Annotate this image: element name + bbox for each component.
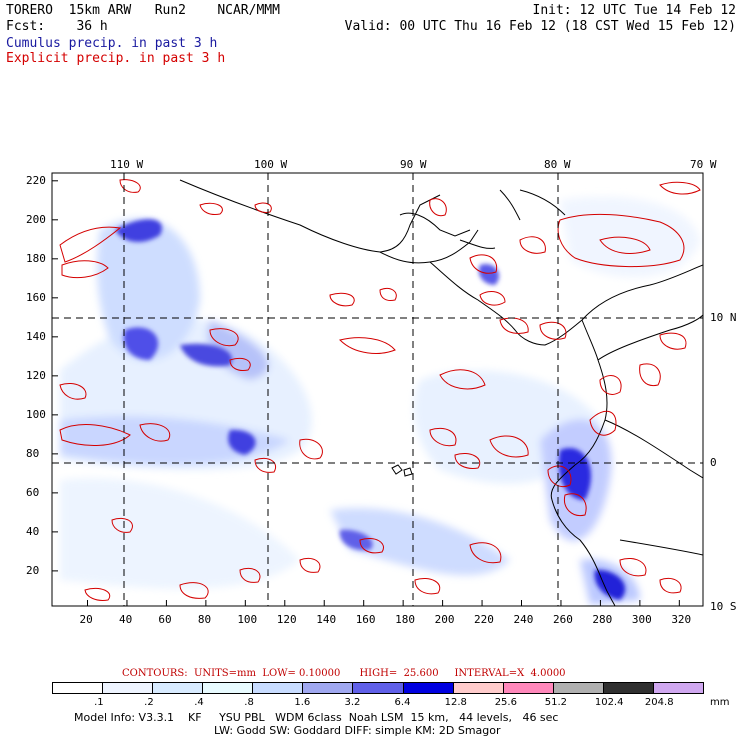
x-tick-label: 100	[237, 613, 258, 626]
y-tick-label: 160	[26, 290, 46, 304]
colorbar-swatch	[302, 682, 354, 694]
colorbar-label: .4	[194, 697, 204, 708]
x-tick-label: 260	[552, 613, 573, 626]
x-tick-label: 220	[474, 613, 494, 626]
colorbar-label: .2	[144, 697, 154, 708]
colorbar-label: .1	[94, 697, 104, 708]
axis-ticks	[52, 180, 680, 606]
colorbar-swatch	[152, 682, 204, 694]
lon-label-70w: 70 W	[690, 158, 717, 171]
legend-explicit: Explicit precip. in past 3 h	[6, 51, 226, 66]
y-tick-label: 80	[26, 446, 40, 460]
header-forecast-hour: Fcst: 36 h	[6, 19, 108, 34]
colorbar-label: 51.2	[544, 697, 568, 708]
x-tick-label: 320	[671, 613, 692, 626]
coastlines	[179, 179, 703, 606]
contour-info: CONTOURS: UNITS=mm LOW= 0.10000 HIGH= 25…	[122, 668, 566, 679]
y-tick-label: 40	[26, 524, 40, 538]
x-tick-label: 280	[592, 613, 613, 626]
model-info-line2: LW: Godd SW: Goddard DIFF: simple KM: 2D…	[214, 724, 501, 737]
lon-label-110w: 110 W	[110, 158, 144, 171]
colorbar-swatch	[452, 682, 504, 694]
x-tick-label: 160	[355, 613, 376, 626]
y-tick-label: 200	[26, 212, 46, 226]
colorbar-label: 1.6	[294, 697, 311, 708]
y-tick-label: 60	[26, 485, 40, 499]
x-tick-label: 180	[395, 613, 416, 626]
colorbar-swatch	[552, 682, 604, 694]
x-tick-label: 20	[79, 613, 93, 626]
y-tick-label: 120	[26, 368, 46, 382]
x-tick-label: 240	[513, 613, 534, 626]
colorbar-label: 3.2	[344, 697, 361, 708]
lat-label-10s: 10 S	[710, 600, 737, 613]
y-tick-label: 100	[26, 407, 46, 421]
colorbar-swatch	[502, 682, 554, 694]
x-tick-label: 300	[631, 613, 652, 626]
y-tick-label: 20	[26, 563, 40, 577]
colorbar-label: 204.8	[644, 697, 674, 708]
colorbar-label: 6.4	[394, 697, 411, 708]
header-valid-time: Valid: 00 UTC Thu 16 Feb 12 (18 CST Wed …	[344, 19, 736, 34]
plot-frame	[51, 172, 704, 607]
model-info-line1: Model Info: V3.3.1 KF YSU PBL WDM 6class…	[74, 711, 559, 724]
lon-label-100w: 100 W	[254, 158, 288, 171]
y-tick-label: 140	[26, 329, 46, 343]
x-tick-label: 140	[316, 613, 337, 626]
lat-label-10n: 10 N	[710, 311, 737, 324]
colorbar-label: 12.8	[444, 697, 467, 708]
colorbar-swatch	[602, 682, 654, 694]
x-tick-label: 80	[197, 613, 212, 626]
y-tick-label: 220	[26, 173, 46, 187]
x-tick-label: 120	[276, 613, 297, 626]
explicit-contours	[59, 179, 701, 601]
x-tick-label: 40	[118, 613, 133, 626]
precip-field	[60, 196, 700, 605]
colorbar-swatch	[102, 682, 154, 694]
legend-cumulus: Cumulus precip. in past 3 h	[6, 36, 218, 51]
colorbar-label: .8	[244, 697, 254, 708]
colorbar-unit: mm	[710, 697, 730, 708]
y-tick-label: 180	[26, 251, 46, 265]
header-init-time: Init: 12 UTC Tue 14 Feb 12	[532, 3, 737, 18]
header-title: TORERO 15km ARW Run2 NCAR/MMM	[6, 3, 280, 18]
colorbar-label: 25.6	[494, 697, 517, 708]
graticule	[52, 173, 703, 606]
colorbar-swatch	[402, 682, 454, 694]
colorbar-swatch	[652, 682, 704, 694]
colorbar-label: 102.4	[594, 697, 624, 708]
lon-label-80w: 80 W	[544, 158, 571, 171]
colorbar-swatch	[52, 682, 104, 694]
lon-label-90w: 90 W	[400, 158, 427, 171]
lat-label-0: 0	[710, 456, 717, 469]
colorbar-swatch	[202, 682, 254, 694]
colorbar-swatch	[252, 682, 304, 694]
colorbar-swatch	[352, 682, 404, 694]
x-tick-label: 60	[158, 613, 172, 626]
x-tick-label: 200	[434, 613, 455, 626]
